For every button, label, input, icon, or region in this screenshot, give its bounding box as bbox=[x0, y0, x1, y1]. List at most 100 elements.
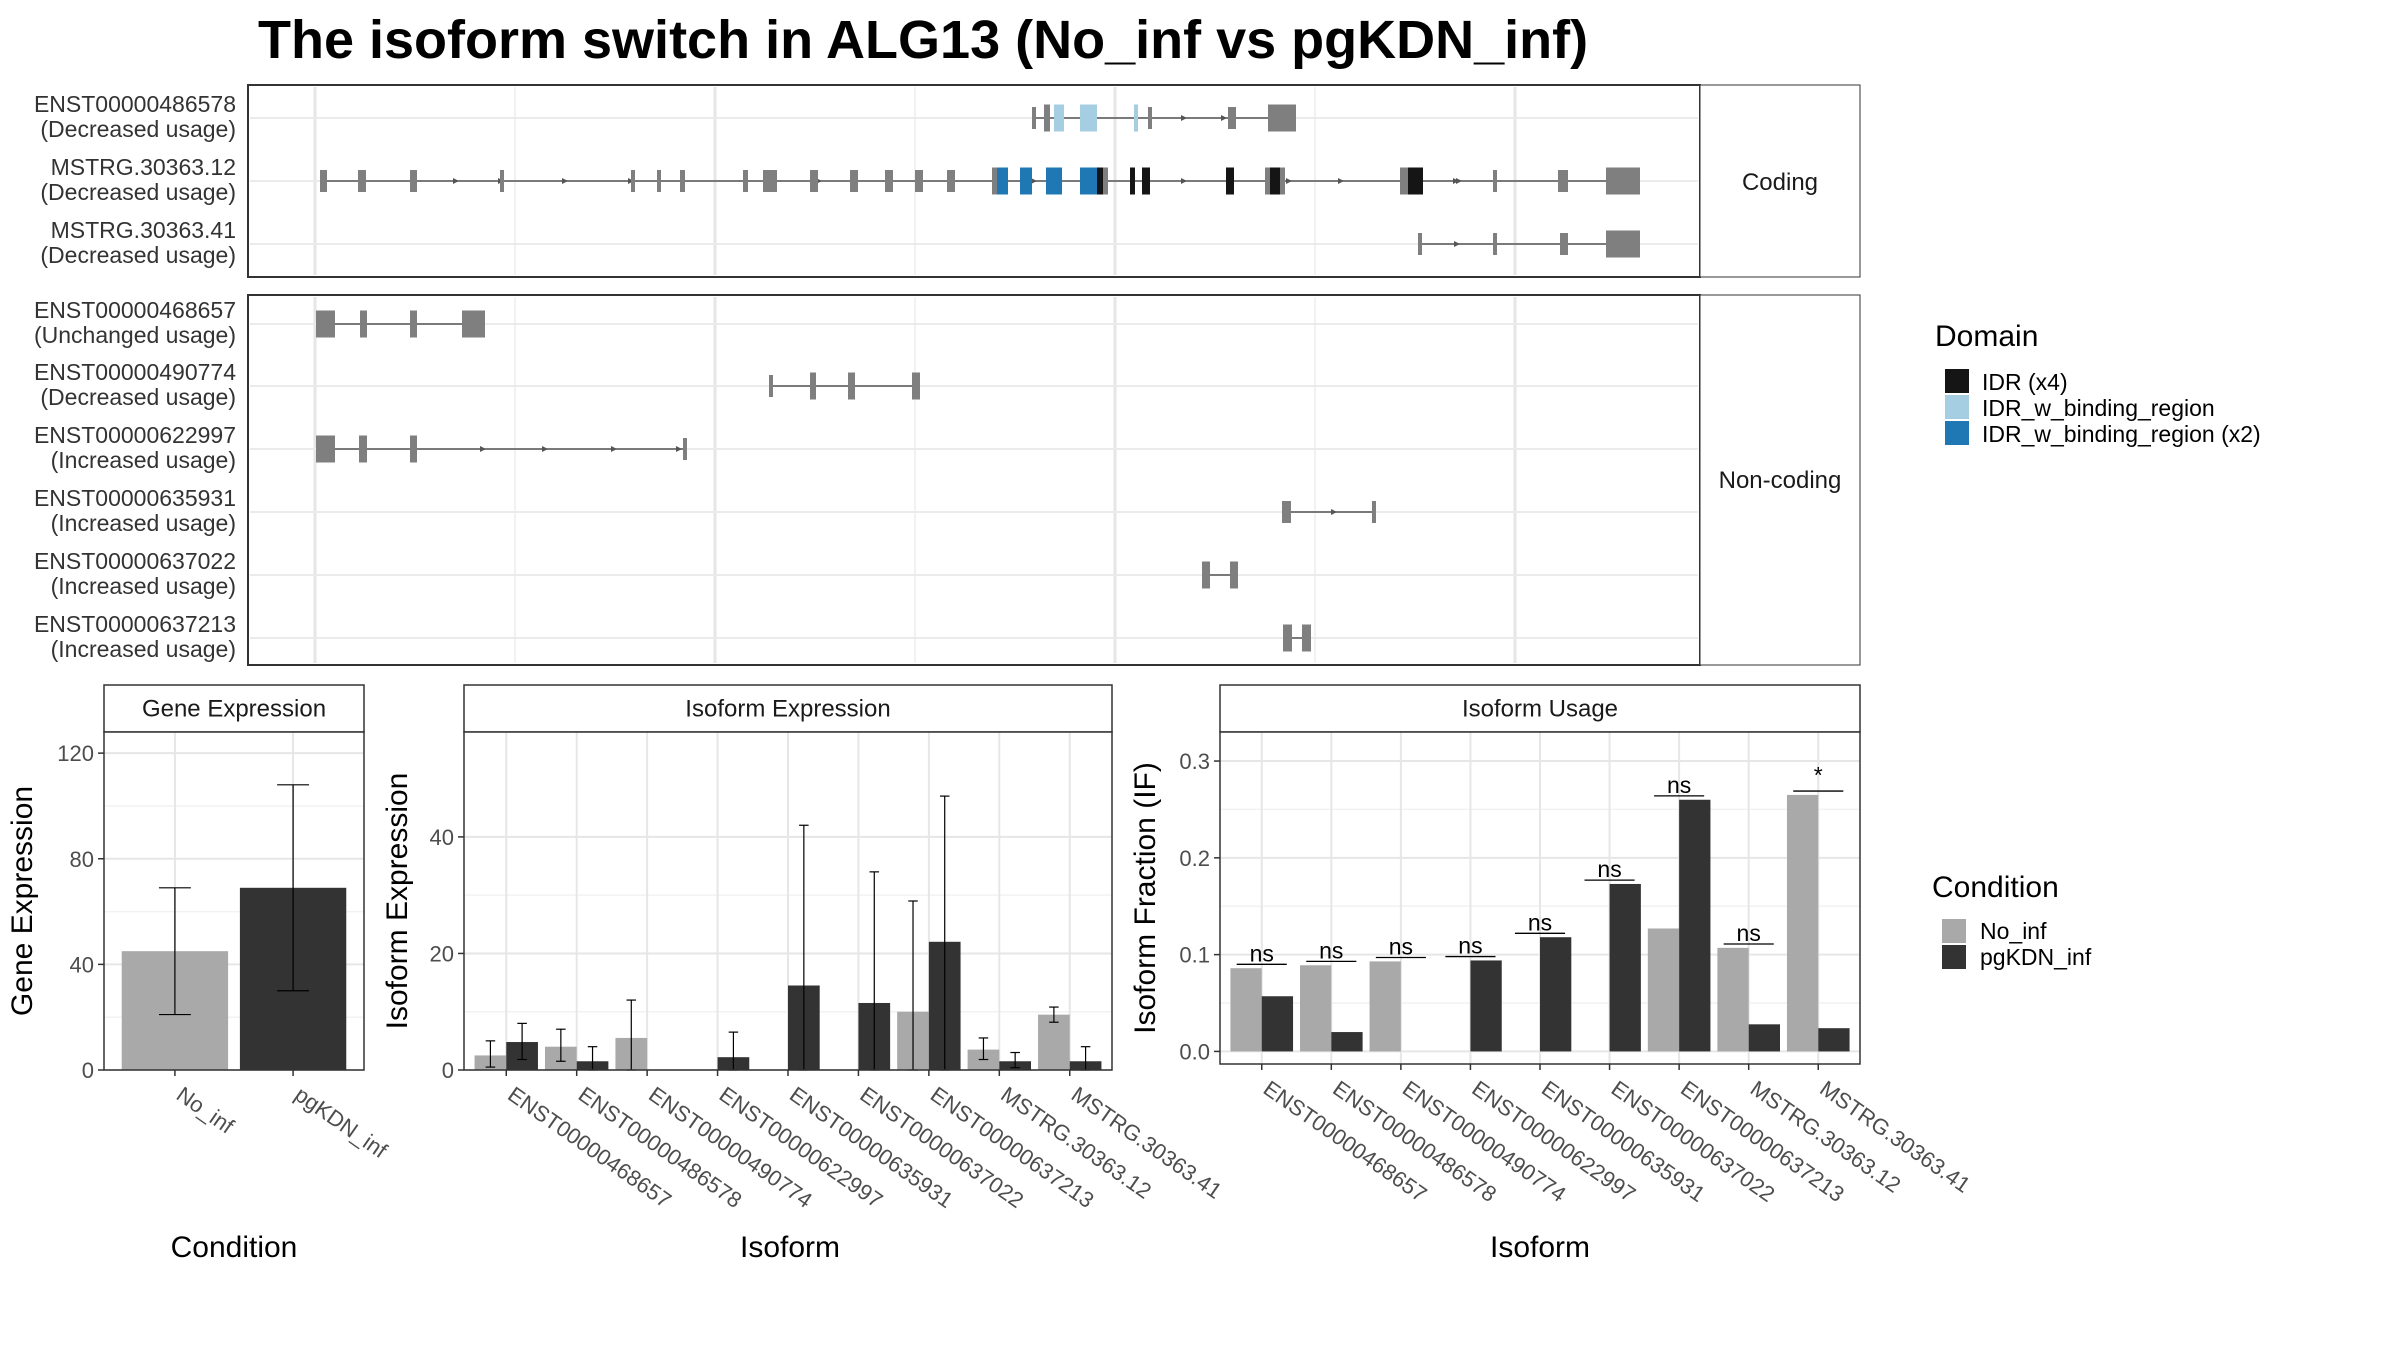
significance-label: ns bbox=[1667, 772, 1691, 798]
isoform-id-label: ENST00000622997 bbox=[34, 422, 236, 448]
significance-label: ns bbox=[1528, 909, 1552, 935]
x-axis-title: Isoform bbox=[1490, 1231, 1590, 1264]
condition-legend-key bbox=[1942, 945, 1966, 969]
plot-border bbox=[103, 731, 365, 1071]
strand-arrow bbox=[453, 178, 459, 184]
exon-block bbox=[1620, 230, 1640, 258]
y-axis-title: Isoform Fraction (IF) bbox=[1129, 762, 1162, 1034]
domain-legend-key bbox=[1945, 369, 1969, 393]
exon-block bbox=[410, 435, 417, 463]
transcript-structure bbox=[1282, 501, 1376, 523]
transcript-structure bbox=[1418, 230, 1640, 258]
strand-arrow bbox=[1181, 178, 1187, 184]
exon-block bbox=[810, 372, 816, 400]
isoform-usage-label: (Increased usage) bbox=[51, 573, 236, 599]
y-tick-label: 0.2 bbox=[1179, 846, 1210, 871]
gene-expression-chart: Gene Expression 0 40 80 120 No_inf pgKDN_inf Co… bbox=[6, 684, 392, 1264]
structure-transcripts bbox=[316, 104, 1640, 652]
transcript-structure bbox=[316, 435, 687, 463]
y-tick-label: 0.1 bbox=[1179, 943, 1210, 968]
y-tick-label: 0 bbox=[82, 1058, 94, 1083]
strand-arrow bbox=[1331, 509, 1337, 515]
coding-strip-label: Coding bbox=[1742, 169, 1818, 196]
strand-arrow bbox=[676, 446, 682, 452]
chart-title: Gene Expression bbox=[142, 696, 326, 723]
exon-block bbox=[1032, 107, 1036, 129]
domain-overlay bbox=[1020, 167, 1032, 195]
exon-block bbox=[915, 170, 923, 192]
y-tick-label: 120 bbox=[57, 741, 94, 766]
transcript-structure bbox=[1283, 624, 1311, 652]
isoform-usage-label: (Decreased usage) bbox=[40, 116, 236, 142]
strand-arrow bbox=[480, 446, 486, 452]
significance-label: ns bbox=[1737, 920, 1761, 946]
noncoding-panel-border bbox=[247, 294, 1701, 666]
domain-overlay bbox=[1046, 167, 1062, 195]
coding-strip bbox=[1699, 84, 1861, 278]
isoform-id-label: MSTRG.30363.41 bbox=[51, 217, 236, 243]
exon-block bbox=[360, 310, 367, 338]
domain-overlay bbox=[1270, 167, 1280, 195]
exon-block bbox=[410, 310, 417, 338]
exon-block bbox=[1230, 561, 1238, 589]
exon-block bbox=[1283, 624, 1292, 652]
significance-label: ns bbox=[1389, 934, 1413, 960]
exon-block bbox=[743, 170, 748, 192]
bar bbox=[1679, 799, 1711, 1052]
strand-arrow bbox=[1031, 178, 1037, 184]
transcript-structure bbox=[1202, 561, 1238, 589]
exon-block bbox=[848, 372, 855, 400]
significance-label: * bbox=[1814, 762, 1823, 788]
transcript-structure bbox=[316, 310, 485, 338]
significance-label: ns bbox=[1250, 940, 1274, 966]
exon-block bbox=[683, 438, 687, 460]
bar bbox=[1540, 937, 1572, 1052]
domain-legend: Domain IDR (x4)IDR_w_binding_regionIDR_w… bbox=[1935, 320, 2261, 447]
noncoding-strip bbox=[1699, 294, 1861, 666]
exon-block bbox=[410, 170, 417, 192]
exon-block bbox=[885, 170, 893, 192]
isoform-usage-label: (Decreased usage) bbox=[40, 242, 236, 268]
exon-block bbox=[358, 170, 366, 192]
strand-arrow bbox=[611, 446, 617, 452]
exon-block bbox=[1044, 104, 1050, 132]
bar bbox=[1748, 1024, 1780, 1052]
y-axis-title: Gene Expression bbox=[6, 786, 39, 1016]
exon-block bbox=[500, 170, 504, 192]
exon-block bbox=[680, 170, 685, 192]
domain-legend-label: IDR_w_binding_region bbox=[1982, 395, 2215, 421]
bar bbox=[1300, 965, 1332, 1052]
transcript-structure bbox=[769, 372, 920, 400]
isoform-usage-label: (Increased usage) bbox=[51, 636, 236, 662]
domain-legend-key bbox=[1945, 395, 1969, 419]
exon-block bbox=[359, 435, 367, 463]
strand-arrow bbox=[1181, 115, 1187, 121]
domain-overlay bbox=[992, 167, 997, 195]
y-tick-label: 0 bbox=[442, 1058, 454, 1083]
isoform-usage-label: (Decreased usage) bbox=[40, 384, 236, 410]
domain-overlay bbox=[1130, 167, 1135, 195]
significance-label: ns bbox=[1458, 933, 1482, 959]
chart-strip bbox=[103, 684, 365, 733]
exon-block bbox=[316, 310, 335, 338]
domain-overlay bbox=[1048, 104, 1050, 132]
isoform-usage-label: (Increased usage) bbox=[51, 510, 236, 536]
strand-arrow bbox=[1221, 115, 1227, 121]
exon-block bbox=[763, 170, 777, 192]
exon-block bbox=[850, 170, 858, 192]
figure-title: The isoform switch in ALG13 (No_inf vs p… bbox=[258, 10, 1588, 70]
condition-legend-title: Condition bbox=[1932, 871, 2059, 904]
significance-label: ns bbox=[1597, 856, 1621, 882]
exon-block bbox=[1620, 167, 1640, 195]
domain-overlay bbox=[1134, 104, 1138, 132]
bar bbox=[1038, 1014, 1070, 1070]
transcript-structure bbox=[320, 167, 1640, 195]
exon-block bbox=[1606, 230, 1620, 258]
exon-block bbox=[657, 170, 661, 192]
domain-legend-title: Domain bbox=[1935, 320, 2038, 353]
domain-overlay bbox=[1226, 167, 1234, 195]
exon-block bbox=[1228, 107, 1236, 129]
exon-block bbox=[1282, 501, 1291, 523]
